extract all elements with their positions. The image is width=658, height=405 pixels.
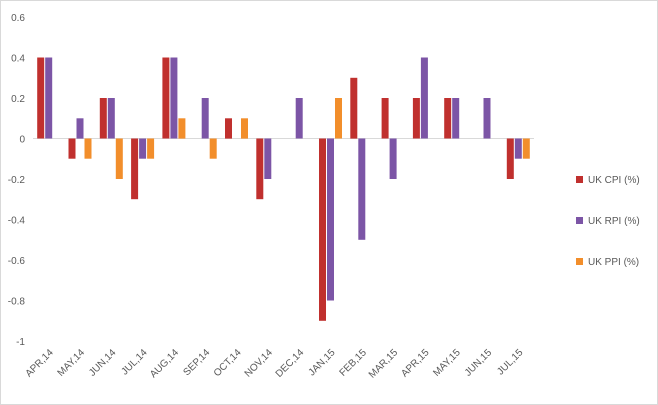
bar-cpi-aug-14 (162, 57, 170, 139)
x-tick-label: JUL,14 (120, 347, 150, 377)
x-tick-label: JUL,15 (495, 347, 525, 377)
legend-swatch (576, 258, 583, 265)
bar-ppi-sep-14 (209, 138, 217, 159)
x-tick-label: JAN,15 (307, 347, 338, 378)
bar-rpi-feb-15 (358, 138, 366, 240)
bar-cpi-nov-14 (256, 138, 264, 200)
legend-swatch (576, 217, 583, 224)
bar-cpi-jul-14 (131, 138, 139, 200)
legend: UK CPI (%) UK RPI (%) UK PPI (%) (576, 175, 640, 268)
bar-rpi-dec-14 (295, 98, 303, 139)
legend-label: UK PPI (%) (588, 257, 639, 268)
x-tick-label: MAY,14 (56, 347, 88, 379)
bar-ppi-oct-14 (241, 118, 248, 139)
legend-label: UK RPI (%) (588, 216, 640, 227)
bar-ppi-jan-15 (335, 98, 342, 139)
x-tick-label: NOV,14 (243, 347, 276, 380)
x-tick-label: SEP,14 (181, 347, 212, 378)
y-tick-label: 0 (19, 135, 25, 146)
bar-rpi-may-14 (76, 118, 84, 139)
bar-cpi-oct-14 (225, 118, 232, 139)
bar-rpi-aug-14 (170, 57, 178, 139)
bar-cpi-jun-14 (99, 98, 107, 139)
y-tick-label: -0.2 (8, 175, 26, 186)
bar-rpi-jan-15 (327, 138, 334, 301)
bar-ppi-jul-14 (147, 138, 155, 159)
bar-rpi-jul-14 (139, 138, 147, 159)
bar-cpi-apr-15 (412, 98, 420, 139)
bar-rpi-may-15 (452, 98, 460, 139)
bar-rpi-jun-14 (107, 98, 115, 139)
y-tick-label: 0.4 (11, 54, 25, 65)
x-tick-label: JUN,15 (463, 347, 495, 379)
x-tick-label: JUN,14 (87, 347, 119, 379)
x-tick-label: APR,14 (24, 347, 56, 379)
y-tick-label: -1 (16, 337, 25, 348)
x-tick-label: MAY,15 (431, 347, 463, 379)
y-tick-label: -0.6 (8, 256, 26, 267)
bar-ppi-jul-15 (522, 138, 530, 159)
x-tick-label: AUG,14 (148, 347, 181, 380)
x-tick-label: MAR,15 (367, 347, 401, 381)
bar-rpi-apr-15 (420, 57, 428, 139)
y-tick-label: 0.2 (11, 94, 25, 105)
bar-cpi-may-14 (68, 138, 76, 159)
bar-ppi-aug-14 (178, 118, 186, 139)
bar-rpi-apr-14 (45, 57, 53, 139)
x-tick-label: DEC,14 (274, 347, 307, 380)
bar-cpi-mar-15 (381, 98, 389, 139)
bar-rpi-jun-15 (483, 98, 491, 139)
bar-cpi-jul-15 (506, 138, 514, 179)
legend-swatch (576, 176, 583, 183)
bar-cpi-feb-15 (350, 77, 358, 139)
bar-rpi-nov-14 (264, 138, 272, 179)
bar-rpi-mar-15 (389, 138, 397, 179)
bar-cpi-apr-14 (37, 57, 45, 139)
y-tick-label: -0.8 (8, 297, 26, 308)
bar-cpi-may-15 (444, 98, 452, 139)
bars-layer (37, 57, 530, 321)
bar-rpi-sep-14 (201, 98, 209, 139)
bar-rpi-jul-15 (514, 138, 522, 159)
bar-ppi-may-14 (84, 138, 92, 159)
bar-cpi-jan-15 (319, 138, 326, 321)
bar-ppi-jun-14 (115, 138, 123, 179)
y-tick-label: -0.4 (8, 216, 26, 227)
legend-label: UK CPI (%) (588, 175, 640, 186)
x-tick-label: OCT,14 (212, 347, 244, 379)
y-tick-label: 0.6 (11, 13, 25, 24)
x-tick-label: FEB,15 (338, 347, 370, 379)
x-tick-label: APR,15 (399, 347, 431, 379)
